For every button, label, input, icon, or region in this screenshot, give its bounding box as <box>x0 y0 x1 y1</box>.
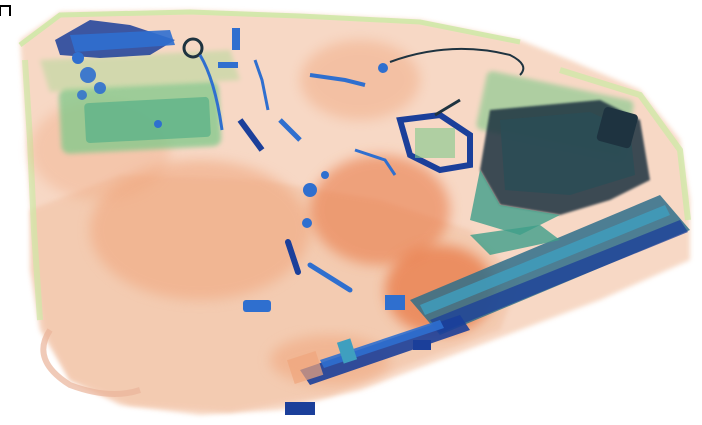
coin-2 <box>80 67 96 83</box>
organic-mass-center <box>90 160 310 300</box>
pouch-strap <box>434 98 461 117</box>
clip-top <box>232 28 240 50</box>
cable-loop <box>389 47 525 76</box>
wire-vertical <box>198 54 224 131</box>
rod-green-plate <box>470 225 560 255</box>
electronics-block <box>470 100 650 235</box>
wire-vertical-2 <box>253 59 270 111</box>
metal-strip-right <box>307 262 353 293</box>
metal-dot-a <box>303 183 317 197</box>
metal-stick <box>285 239 301 275</box>
keys-cluster <box>55 20 204 100</box>
corner-mark <box>0 5 11 16</box>
small-device-2 <box>413 340 431 350</box>
metal-chain <box>309 73 366 87</box>
rod-highlight <box>420 205 670 315</box>
metal-dot-c <box>321 171 329 179</box>
rod-end-block <box>287 350 324 384</box>
green-panel-inner <box>84 96 211 144</box>
coin-1 <box>72 52 84 64</box>
pouch-outline <box>396 111 473 174</box>
organic-mass-upper <box>300 40 420 120</box>
rod-clip <box>336 338 358 364</box>
pouch-fill <box>415 128 455 158</box>
metal-tag <box>243 300 271 312</box>
coin-3 <box>94 82 106 94</box>
metal-dot-b <box>302 218 312 228</box>
small-bolts <box>354 148 397 176</box>
metal-bar-diagonal <box>237 118 265 152</box>
rod-assembly <box>287 195 690 385</box>
small-device <box>385 295 405 310</box>
green-panel-dot <box>154 120 162 128</box>
bag-edge-right <box>559 67 691 221</box>
metal-knob <box>378 63 388 73</box>
metal-items <box>198 28 525 415</box>
coin-4 <box>77 90 87 100</box>
bottom-clip <box>285 402 315 415</box>
rod-lower-strip <box>430 220 688 333</box>
laptop-teal-edge <box>470 170 560 235</box>
pouch-item <box>396 98 473 174</box>
organic-mass-middle <box>310 155 450 265</box>
metal-bar-mid <box>278 118 302 142</box>
bag-edge-left <box>22 59 43 321</box>
dark-device-right <box>596 107 638 149</box>
clip-top-2 <box>218 62 238 68</box>
key-strip <box>70 30 175 52</box>
key-ring <box>182 37 204 59</box>
bag-edge-green <box>18 9 521 47</box>
bag-handle <box>40 328 141 397</box>
